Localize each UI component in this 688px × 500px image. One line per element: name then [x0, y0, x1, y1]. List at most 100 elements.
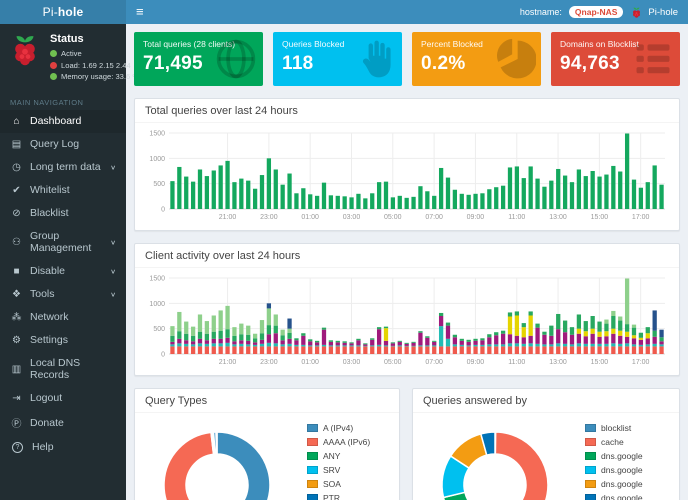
app-logo-text: Pi- [42, 5, 58, 19]
sidebar-item-tools[interactable]: ❖ Tools ∨ [0, 283, 126, 306]
legend-item[interactable]: SOA [307, 479, 370, 489]
queries-answered-by-donut[interactable] [431, 421, 559, 500]
chevron-down-icon: ∨ [110, 238, 116, 246]
sidebar-item-settings[interactable]: ⚙ Settings [0, 329, 126, 352]
svg-text:21:00: 21:00 [219, 359, 237, 366]
legend-item[interactable]: blocklist [585, 423, 643, 433]
legend-item[interactable]: AAAA (IPv6) [307, 437, 370, 447]
stat-card-value: 118 [282, 53, 314, 74]
sidebar-item-network[interactable]: ⁂ Network [0, 306, 126, 329]
svg-text:500: 500 [153, 181, 165, 188]
legend-item[interactable]: SRV [307, 465, 370, 475]
user-menu[interactable]: Pi-hole [630, 6, 678, 19]
query-types-title: Query Types [135, 389, 399, 413]
sidebar-item-logout[interactable]: ⇥ Logout [0, 387, 126, 410]
sidebar-item-label: Logout [30, 392, 63, 404]
query-types-donut[interactable] [153, 421, 281, 500]
list-icon [631, 37, 675, 81]
sidebar-item-query-log[interactable]: ▤ Query Log [0, 133, 126, 156]
legend-swatch [307, 480, 318, 488]
svg-text:23:00: 23:00 [260, 359, 278, 366]
sidebar-item-local-dns-records[interactable]: ▥ Local DNS Records [0, 352, 126, 387]
total-queries-chart[interactable]: 0 500 1000 1500 21:00 23:00 01:00 03:00 05:00 07:… [143, 127, 669, 223]
hamburger-icon: ≡ [136, 4, 144, 19]
svg-text:1000: 1000 [149, 301, 165, 308]
sidebar-item-label: Tools [30, 288, 55, 300]
sidebar-item-whitelist[interactable]: ✔ Whitelist [0, 179, 126, 202]
chevron-down-icon: ∨ [110, 163, 116, 171]
legend-item[interactable]: cache [585, 437, 643, 447]
legend-item[interactable]: ANY [307, 451, 370, 461]
status-line: Load: 1.69 2.15 2.44 [50, 61, 139, 70]
client-activity-chart[interactable]: 0 500 1000 1500 21:00 23:00 01:00 03:00 05:00 07:… [143, 272, 669, 368]
stat-card-0[interactable]: Total queries (28 clients) 71,495 [134, 32, 263, 86]
sidebar-item-label: Dashboard [30, 115, 82, 127]
svg-text:23:00: 23:00 [260, 214, 278, 221]
home-icon: ⌂ [13, 115, 20, 127]
stat-card-1[interactable]: Queries Blocked 118 [273, 32, 402, 86]
sidebar-toggle-button[interactable]: ≡ [126, 0, 154, 24]
stat-card-value: 94,763 [560, 53, 620, 74]
legend-item[interactable]: dns.google [585, 479, 643, 489]
legend-swatch [307, 452, 318, 460]
client-activity-box: Client activity over last 24 hours 0 500 1… [134, 243, 680, 376]
pihole-logo-icon [8, 32, 42, 68]
query-types-box: Query Types A (IPv4) AAAA (IPv6) ANY SRV SOA… [134, 388, 400, 500]
paypal-icon: Ⓟ [11, 419, 22, 430]
legend-item[interactable]: PTR [307, 493, 370, 500]
hostname-label: hostname: [519, 7, 562, 17]
total-queries-chart-body: 0 500 1000 1500 21:00 23:00 01:00 03:00 05:00 07:… [135, 123, 679, 230]
sidebar-item-label: Long term data [30, 161, 101, 173]
stat-card-value: 71,495 [143, 53, 203, 74]
legend-label: ANY [323, 451, 341, 461]
sidebar-item-label: Disable [30, 265, 66, 277]
app-logo[interactable]: Pi-hole [0, 0, 126, 24]
legend-item[interactable]: dns.google [585, 465, 643, 475]
status-dot-icon [50, 50, 57, 57]
sidebar-item-disable[interactable]: ■ Disable ∨ [0, 260, 126, 283]
gears-icon: ⚙ [12, 334, 21, 346]
legend-label: dns.google [601, 451, 643, 461]
svg-text:17:00: 17:00 [632, 214, 650, 221]
folder-icon: ❖ [12, 288, 21, 300]
query-types-legend: A (IPv4)AAAA (IPv6)ANYSRVSOAPTRTXTNAPTR [307, 423, 370, 500]
legend-label: PTR [323, 493, 340, 500]
sidebar-item-dashboard[interactable]: ⌂ Dashboard [0, 109, 126, 133]
sidebar-item-donate[interactable]: Ⓟ Donate [0, 410, 126, 436]
status-line: Active [50, 49, 139, 58]
queries-answered-by-chart[interactable] [431, 421, 559, 500]
file-icon: ▤ [11, 138, 22, 150]
sidebar-item-label: Whitelist [30, 184, 70, 196]
sidebar-item-blacklist[interactable]: ⊘ Blacklist [0, 202, 126, 225]
queries-answered-by-legend: blocklist cache dns.google dns.google dns.go… [585, 423, 643, 500]
query-types-chart[interactable] [153, 421, 281, 500]
sidebar-item-label: Donate [30, 416, 64, 429]
sidebar-item-long-term-data[interactable]: ◷ Long term data ∨ [0, 156, 126, 179]
sign-out-icon: ⇥ [12, 392, 21, 404]
clock-icon: ◷ [12, 161, 21, 173]
legend-label: dns.google [601, 465, 643, 475]
raspberry-icon [630, 6, 643, 19]
legend-item[interactable]: dns.google [585, 451, 643, 461]
sidebar-item-help[interactable]: ? Help [0, 436, 126, 459]
legend-item[interactable]: dns.google [585, 493, 643, 500]
status-text: Active [61, 49, 82, 58]
sidebar-item-label: Network [30, 311, 69, 323]
total-queries-chart-title: Total queries over last 24 hours [135, 99, 679, 123]
svg-text:500: 500 [153, 326, 165, 333]
stat-card-label: Percent Blocked [421, 39, 483, 49]
legend-item[interactable]: A (IPv4) [307, 423, 370, 433]
stat-card-2[interactable]: Percent Blocked 0.2% [412, 32, 541, 86]
top-navbar: Pi-hole ≡ hostname: Qnap-NAS Pi-hole [0, 0, 688, 24]
sidebar-item-group-management[interactable]: ⚇ Group Management ∨ [0, 225, 126, 260]
svg-text:0: 0 [161, 207, 165, 214]
legend-label: blocklist [601, 423, 632, 433]
stat-card-3[interactable]: Domains on Blocklist 94,763 [551, 32, 680, 86]
sidebar-item-label: Help [32, 441, 54, 453]
status-line: Memory usage: 33.6 % [50, 72, 139, 81]
pie-chart-icon [492, 37, 537, 81]
svg-text:0: 0 [161, 352, 165, 359]
legend-swatch [585, 466, 596, 474]
status-list: Active Load: 1.69 2.15 2.44 Memory usage: … [50, 49, 139, 81]
legend-swatch [585, 438, 596, 446]
